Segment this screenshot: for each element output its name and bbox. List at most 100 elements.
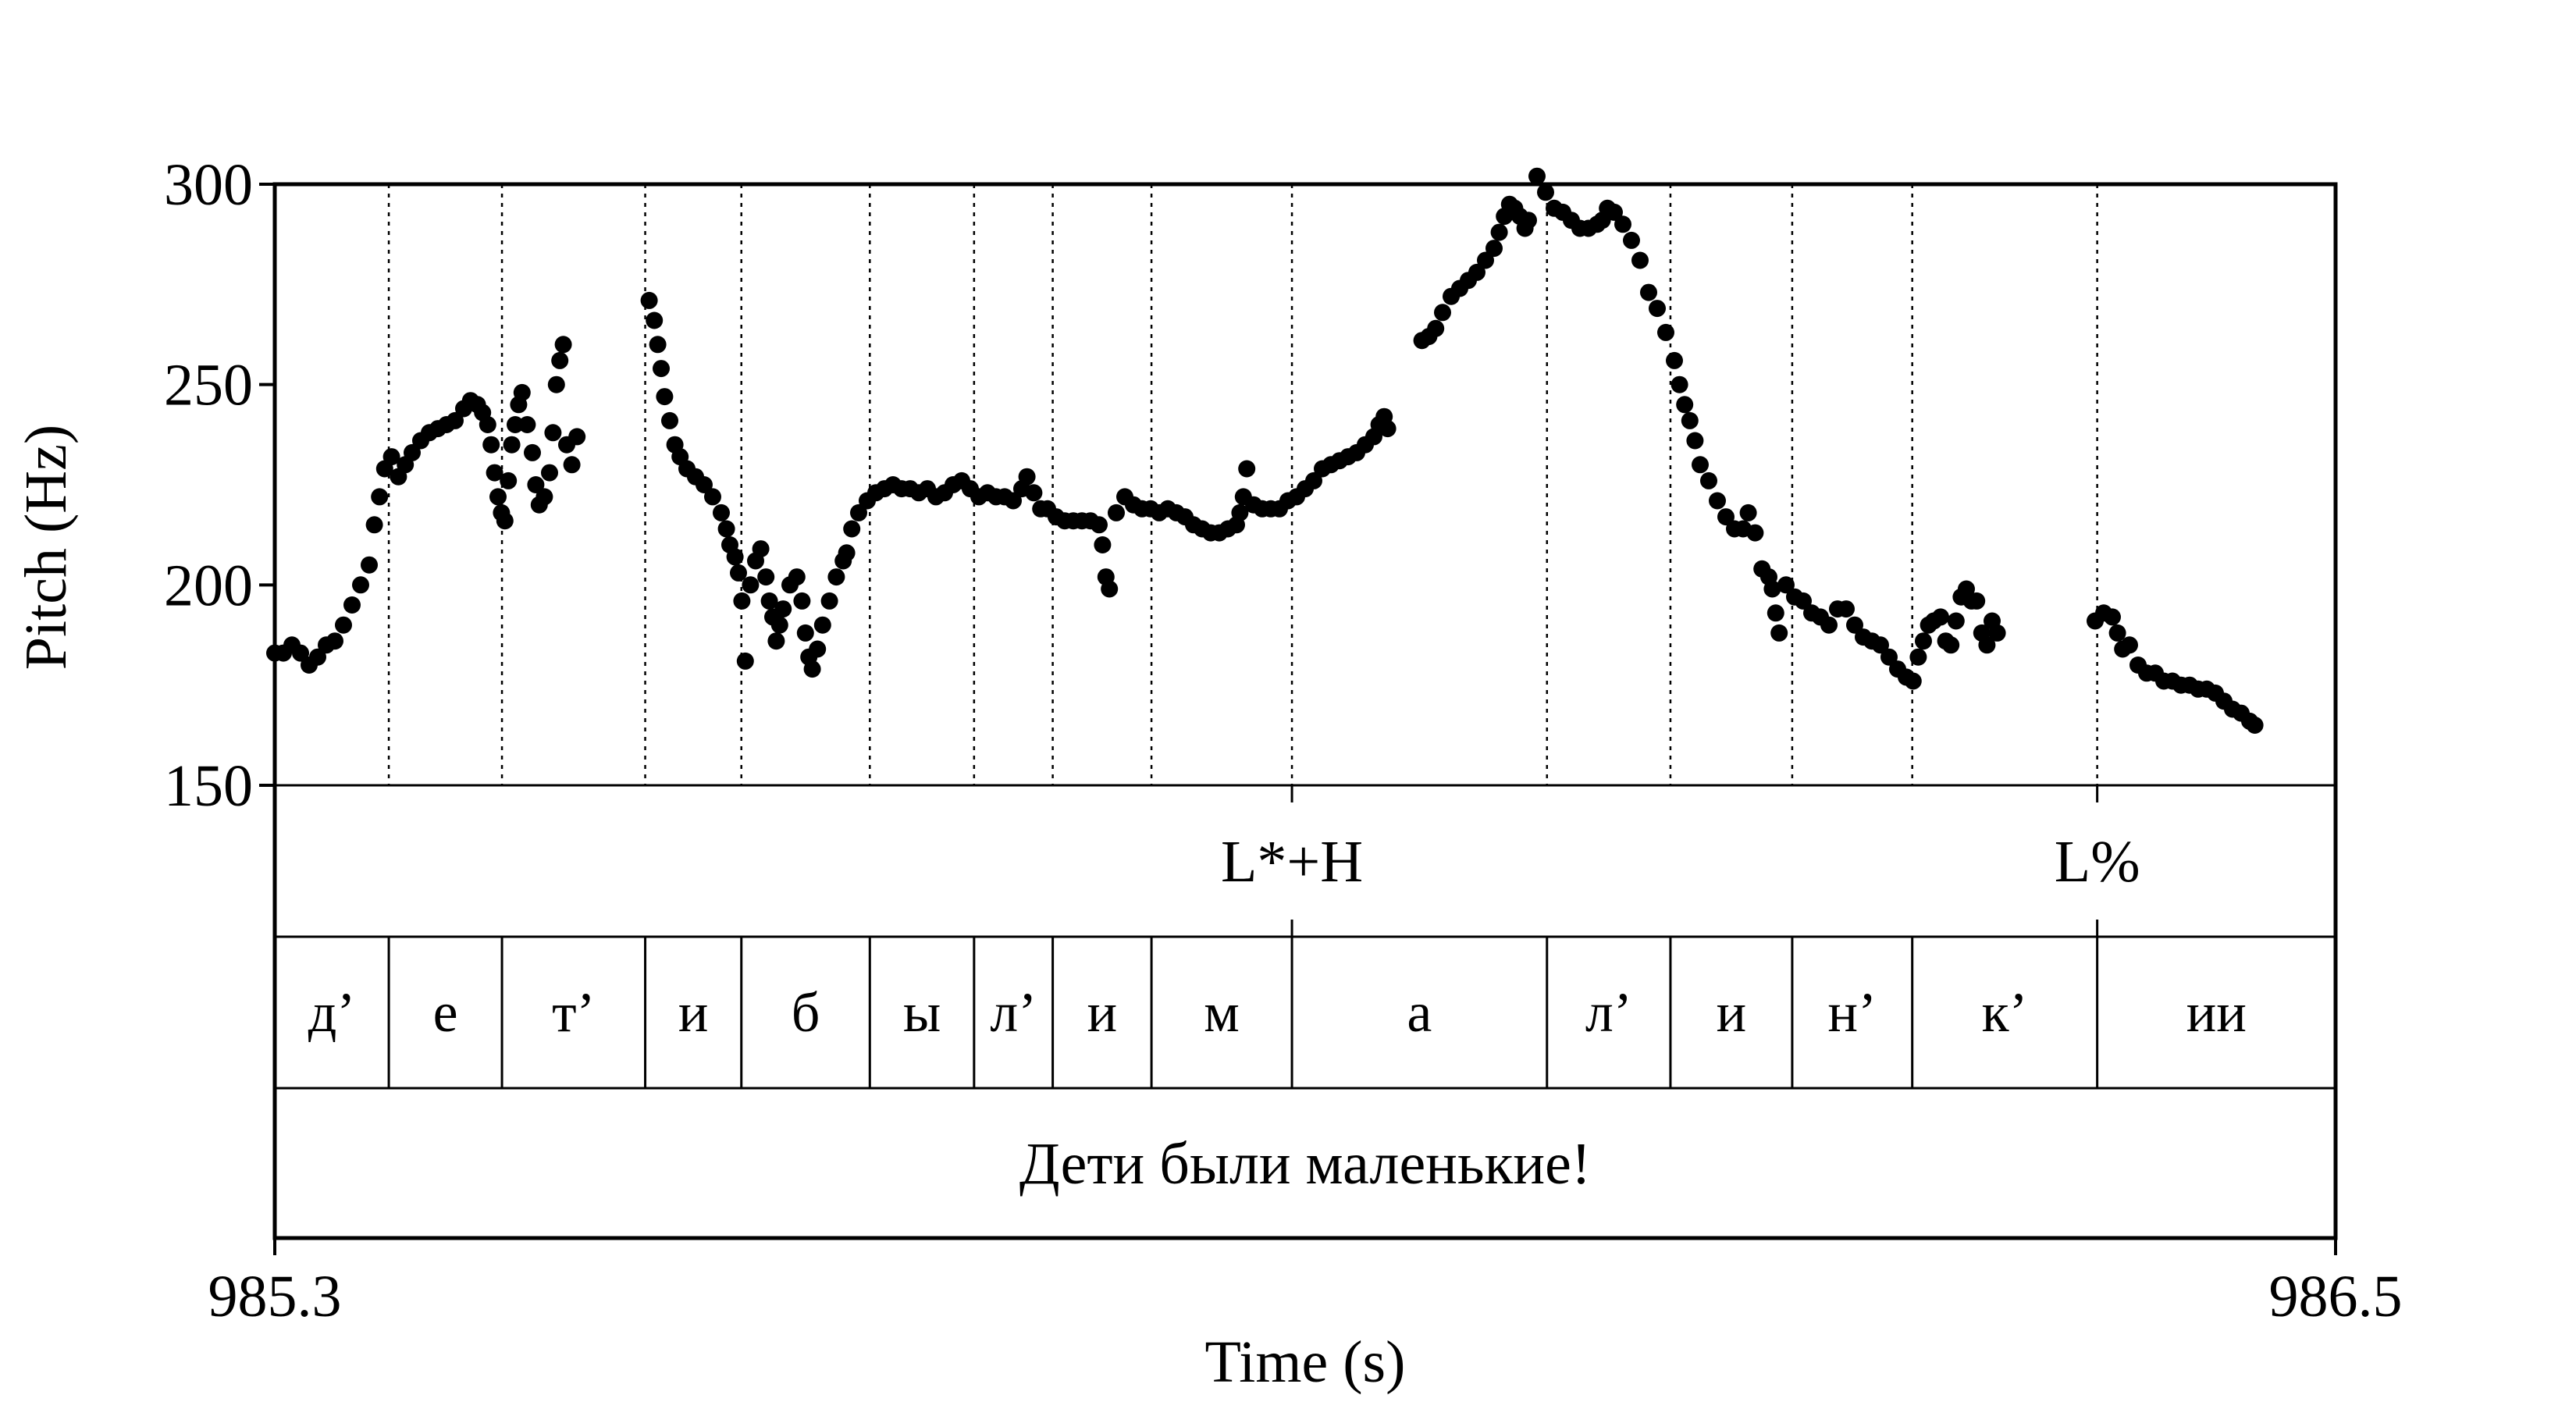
pitch-point	[1746, 524, 1764, 542]
pitch-point	[736, 652, 754, 670]
pitch-point	[1692, 456, 1709, 474]
pitch-point	[503, 436, 521, 454]
pitch-point	[1485, 240, 1503, 258]
segment-label: и	[678, 981, 709, 1044]
pitch-point	[524, 443, 541, 461]
pitch-point	[730, 564, 747, 582]
pitch-point	[563, 456, 581, 474]
pitch-point	[757, 568, 775, 586]
pitch-point	[1657, 323, 1674, 341]
plot-frame	[272, 182, 2338, 1240]
pitch-point	[760, 592, 778, 610]
pitch-point	[489, 488, 507, 506]
pitch-point	[361, 556, 378, 574]
pitch-point	[767, 632, 785, 650]
pitch-point	[1700, 471, 1717, 489]
pitch-track	[266, 167, 2264, 734]
pitch-point	[1717, 508, 1735, 526]
pitch-point	[554, 336, 572, 354]
pitch-point	[1468, 263, 1485, 281]
pitch-point	[646, 311, 664, 329]
pitch-point	[1025, 484, 1043, 502]
y-axis-title: Pitch (Hz)	[13, 425, 79, 670]
pitch-point	[541, 464, 558, 482]
pitch-point	[1101, 580, 1119, 598]
pitch-point	[482, 436, 500, 454]
pitch-point	[1434, 304, 1451, 322]
pitch-point	[1005, 492, 1022, 510]
pitch-point	[796, 624, 814, 642]
pitch-point	[656, 388, 674, 406]
tone-label: L%	[2055, 829, 2140, 895]
pitch-point	[1686, 432, 1704, 450]
pitch-point	[1238, 460, 1256, 478]
y-tick-label: 150	[164, 753, 253, 819]
pitch-point	[1305, 471, 1322, 489]
pitch-point	[770, 616, 788, 634]
pitch-point	[1018, 468, 1036, 486]
segment-label: б	[792, 981, 820, 1044]
axes: 150 200 250 300 985.3 986.5 Time (s) Pitch (Hz)	[13, 152, 2403, 1395]
segment-label: д’	[308, 981, 356, 1044]
pitch-point	[335, 616, 352, 634]
pitch-point	[309, 648, 326, 666]
pitch-point	[404, 443, 421, 461]
pitch-point	[1649, 300, 1666, 318]
pitch-point	[1490, 223, 1508, 241]
pitch-point	[742, 576, 760, 594]
segment-label: ии	[2186, 981, 2247, 1044]
pitch-point	[1520, 212, 1537, 229]
pitch-point	[704, 488, 721, 506]
pitch-point	[2104, 608, 2121, 626]
pitch-point	[343, 596, 361, 614]
pitch-point	[1767, 604, 1784, 622]
pitch-point	[1528, 167, 1546, 185]
pitch-point	[1978, 636, 1996, 654]
y-tick-label: 200	[164, 553, 253, 618]
segment-label: л’	[990, 981, 1037, 1044]
pitch-point	[1676, 396, 1694, 414]
annotation-tiers: L*+H L% д’ е т’ и б ы л’ и м а л’ и н’ к’ ии Дети были ма…	[308, 785, 2247, 1197]
pitch-point	[850, 503, 867, 521]
segment-label: н’	[1828, 981, 1877, 1044]
pitch-point	[518, 416, 536, 433]
segment-label: и	[1087, 981, 1118, 1044]
pitch-point	[1640, 283, 1657, 301]
pitch-point	[1681, 411, 1699, 429]
pitch-point	[827, 568, 845, 586]
pitch-point	[696, 476, 713, 493]
segment-boundary-lines	[387, 184, 2098, 785]
pitch-point	[649, 336, 667, 354]
x-tick-label: 986.5	[2269, 1264, 2403, 1329]
pitch-point	[1670, 375, 1688, 393]
pitch-point	[661, 411, 678, 429]
pitch-point	[1477, 251, 1494, 269]
pitch-point	[1763, 580, 1781, 598]
segment-label: м	[1204, 981, 1240, 1044]
pitch-point	[500, 471, 518, 489]
pitch-point	[1838, 600, 1855, 618]
plot-border	[272, 182, 2338, 1240]
pitch-point	[726, 548, 744, 566]
y-tick-label: 250	[164, 353, 253, 418]
y-tick-label: 300	[164, 152, 253, 218]
pitch-point	[1820, 616, 1838, 634]
pitch-point	[527, 476, 545, 493]
segment-label: а	[1407, 981, 1432, 1044]
segment-label: е	[433, 981, 458, 1044]
pitch-point	[1770, 624, 1788, 642]
pitch-point	[496, 512, 514, 530]
pitch-point	[1537, 183, 1554, 201]
segment-label: т’	[552, 981, 595, 1044]
pitch-point	[1091, 516, 1108, 534]
pitch-point	[1427, 319, 1445, 337]
pitch-point	[653, 360, 670, 378]
tone-label: L*+H	[1221, 829, 1363, 895]
pitch-point	[371, 488, 389, 506]
pitch-point	[486, 464, 503, 482]
pitch-point	[326, 632, 343, 650]
pitch-point	[568, 428, 586, 446]
pitch-point	[1614, 215, 1631, 233]
